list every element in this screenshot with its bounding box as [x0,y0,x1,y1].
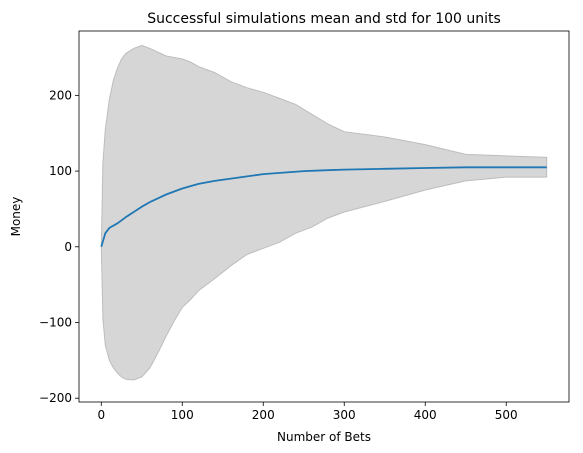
y-tick-label: −100 [39,316,72,330]
y-tick-label: 100 [49,164,72,178]
axes-frame [78,30,570,403]
plot-area [100,44,548,381]
y-axis-label: Money [9,197,23,237]
x-tick-label: 300 [333,408,356,422]
x-tick-label: 500 [495,408,518,422]
x-tick-label: 200 [252,408,275,422]
x-tick-label: 100 [171,408,194,422]
ticks: 0 100 200 300 400 500 −200 −100 0 100 200 [39,88,518,422]
x-tick-label: 400 [414,408,437,422]
x-tick-label: 0 [97,408,105,422]
y-tick-label: −200 [39,391,72,405]
chart-title: Successful simulations mean and std for … [147,11,501,27]
x-axis-label: Number of Bets [277,430,371,444]
y-tick-label: 200 [49,88,72,102]
mean-line [100,166,547,248]
y-tick-label: 0 [64,240,72,254]
